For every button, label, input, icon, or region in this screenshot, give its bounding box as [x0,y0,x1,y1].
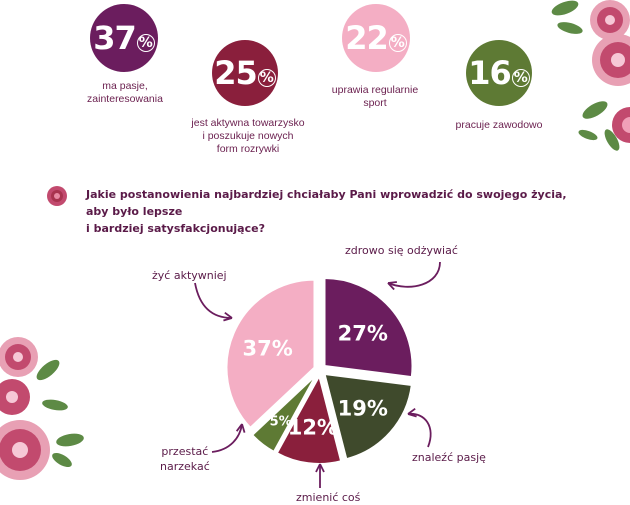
stat-text-1: ma pasje, zainteresowania [87,80,163,105]
stat-value: 16 [468,54,512,92]
label-pasje: znaleźć pasję [412,451,486,464]
stat-value: 22 [345,19,389,57]
callout-arrow [387,261,441,288]
stat-circle-1: 37% [90,4,158,72]
arrow-head [407,407,417,418]
callout-arrow [211,423,243,453]
percent-icon: % [511,69,530,87]
pie-value-label: 5% [270,415,292,430]
stat-value: 37 [93,19,137,57]
stat-text-4: pracuje zawodowo [455,119,543,131]
percent-icon: % [136,34,155,52]
label-zdrowo: zdrowo się odżywiać [345,244,458,257]
arrow-head [223,311,233,322]
label-zyc: żyć aktywniej [152,269,227,282]
stat-circle-3: 22% [342,4,410,72]
pie-value-label: 12% [288,416,338,440]
label-zmienic: zmienić coś [296,491,361,504]
percent-icon: % [388,34,407,52]
pie-slice [323,372,413,461]
arrow-head [387,281,397,291]
flower-decoration-bottom-left [0,337,84,480]
stat-circle-2: 25% [212,40,278,106]
stat-circle-4: 16% [466,40,532,106]
arrow-head [315,463,325,473]
flower-decoration-top-right [551,0,630,151]
pie-value-label: 19% [338,397,388,421]
survey-question: Jakie postanowienia najbardziej chciałab… [86,188,567,235]
rose-bullet-icon [47,186,67,206]
pie-value-label: 37% [243,336,293,360]
pie-slice [323,277,414,379]
stat-text-2: jest aktywna towarzysko i poszukuje nowy… [191,117,305,155]
callout-arrow [194,282,233,319]
percent-icon: % [257,69,276,87]
pie-slice [225,278,316,430]
pie-slice [275,373,343,465]
stat-text-3: uprawia regularnie sport [331,84,419,109]
callout-arrow [407,413,432,448]
pie-value-label: 27% [338,321,388,345]
pie-slice [250,374,318,454]
stat-value: 25 [214,54,258,92]
label-narzekac: przestać narzekać [160,445,210,473]
arrow-head [235,423,246,433]
